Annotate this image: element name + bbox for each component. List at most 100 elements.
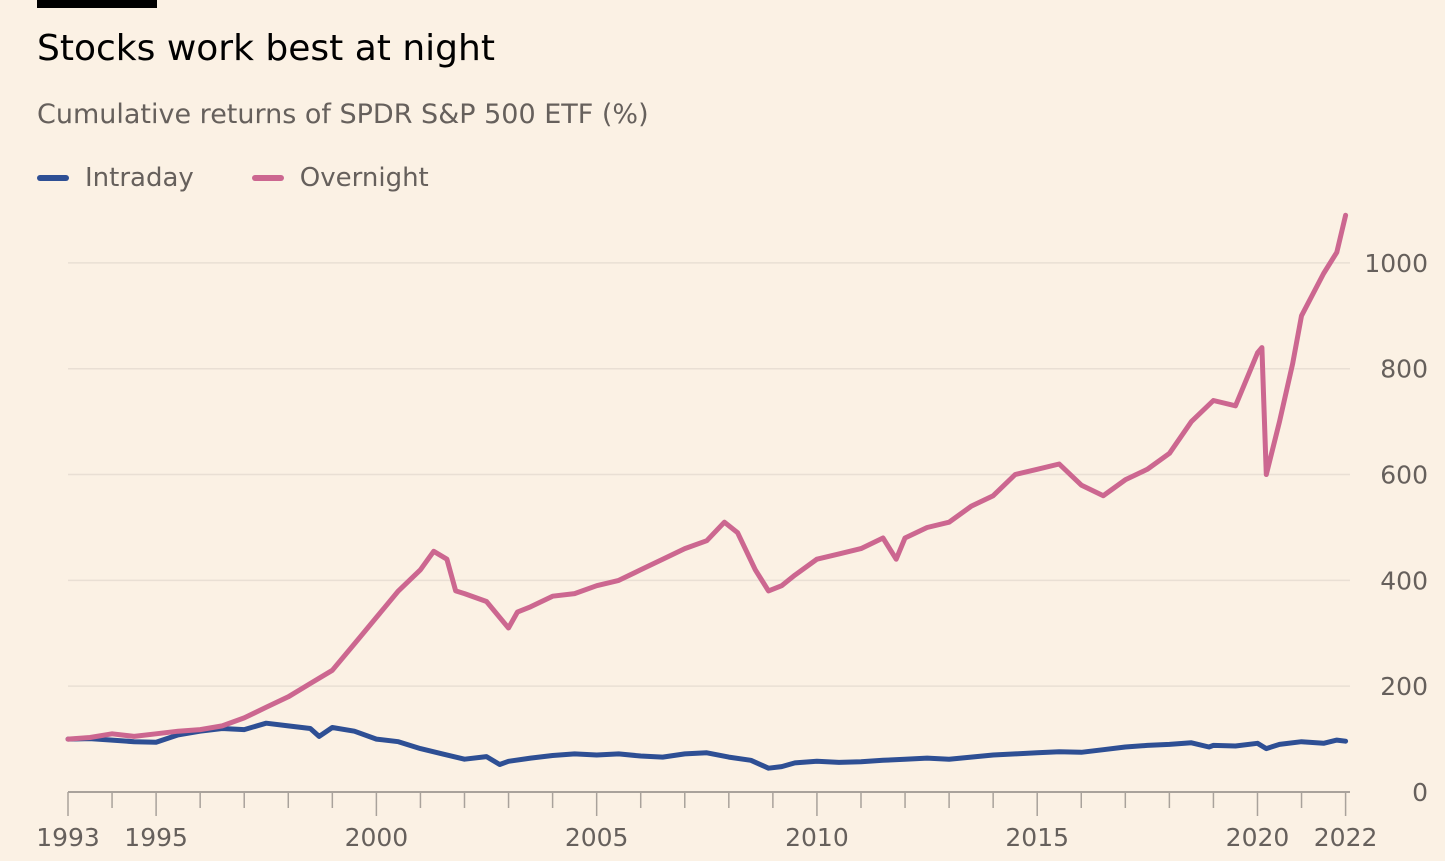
data-point-overnight	[1301, 315, 1302, 316]
y-tick-label: 0	[1412, 778, 1428, 807]
data-point-intraday	[499, 764, 500, 765]
data-point-overnight	[486, 601, 487, 602]
x-tick-label: 1995	[124, 823, 188, 852]
data-point-overnight	[178, 731, 179, 732]
data-point-overnight	[816, 559, 817, 560]
data-point-overnight	[1292, 363, 1293, 364]
data-point-intraday	[1169, 744, 1170, 745]
chart-subtitle: Cumulative returns of SPDR S&P 500 ETF (…	[37, 99, 649, 130]
data-point-intraday	[949, 759, 950, 760]
data-point-overnight	[883, 538, 884, 539]
x-tick-label: 2015	[1005, 823, 1069, 852]
data-point-overnight	[927, 527, 928, 528]
data-point-overnight	[1261, 347, 1262, 348]
data-point-intraday	[768, 768, 769, 769]
y-tick-label: 600	[1380, 461, 1428, 490]
data-point-intraday	[706, 752, 707, 753]
data-point-overnight	[596, 585, 597, 586]
data-point-intraday	[332, 727, 333, 728]
data-point-intraday	[861, 761, 862, 762]
data-point-overnight	[706, 540, 707, 541]
data-point-overnight	[266, 707, 267, 708]
data-point-intraday	[1301, 741, 1302, 742]
data-point-overnight	[1336, 252, 1337, 253]
x-tick-label: 2000	[345, 823, 409, 852]
data-point-intraday	[662, 757, 663, 758]
x-tick-label: 2020	[1226, 823, 1290, 852]
data-point-overnight	[993, 495, 994, 496]
series-lines	[65, 212, 1349, 771]
data-point-intraday	[640, 756, 641, 757]
chart-title: Stocks work best at night	[37, 28, 495, 69]
data-point-intraday	[1323, 743, 1324, 744]
data-point-intraday	[134, 741, 135, 742]
data-point-overnight	[1081, 485, 1082, 486]
data-point-intraday	[1257, 743, 1258, 744]
data-point-overnight	[552, 596, 553, 597]
data-point-overnight	[1015, 474, 1016, 475]
x-tick-label: 2005	[565, 823, 629, 852]
data-point-overnight	[1266, 474, 1267, 475]
y-tick-label: 1000	[1364, 249, 1428, 278]
data-point-intraday	[574, 753, 575, 754]
data-point-overnight	[684, 548, 685, 549]
data-point-overnight	[464, 593, 465, 594]
legend-swatch-intraday	[37, 175, 69, 181]
data-point-overnight	[896, 559, 897, 560]
data-point-intraday	[552, 755, 553, 756]
data-point-overnight	[768, 590, 769, 591]
data-point-intraday	[266, 723, 267, 724]
series-line-overnight	[65, 212, 1349, 742]
data-point-overnight	[1213, 400, 1214, 401]
legend-item-overnight: Overnight	[251, 163, 429, 193]
data-point-intraday	[781, 766, 782, 767]
data-point-intraday	[288, 725, 289, 726]
legend-swatch-overnight	[251, 175, 284, 181]
legend-item-intraday: Intraday	[37, 163, 194, 193]
data-point-overnight	[398, 590, 399, 591]
data-point-intraday	[927, 758, 928, 759]
x-axis: 1993 1995 2000 2005 2010 2015 2020 2022	[36, 791, 1378, 852]
y-tick-label: 400	[1380, 566, 1428, 595]
data-point-overnight	[288, 696, 289, 697]
data-point-overnight	[1191, 421, 1192, 422]
data-point-overnight	[1323, 273, 1324, 274]
data-point-intraday	[156, 742, 157, 743]
data-point-overnight	[574, 593, 575, 594]
data-point-overnight	[1037, 469, 1038, 470]
data-point-overnight	[156, 733, 157, 734]
data-point-intraday	[1191, 742, 1192, 743]
data-point-overnight	[905, 538, 906, 539]
data-point-overnight	[508, 628, 509, 629]
data-point-intraday	[816, 761, 817, 762]
data-point-intraday	[1336, 740, 1337, 741]
data-point-intraday	[1147, 745, 1148, 746]
data-point-overnight	[1125, 479, 1126, 480]
data-point-overnight	[376, 617, 377, 618]
data-point-intraday	[971, 757, 972, 758]
legend: Intraday Overnight	[37, 160, 487, 196]
data-point-overnight	[1345, 215, 1346, 216]
data-point-intraday	[319, 736, 320, 737]
data-point-overnight	[724, 522, 725, 523]
data-point-overnight	[244, 717, 245, 718]
data-point-intraday	[354, 731, 355, 732]
data-point-intraday	[376, 739, 377, 740]
data-point-intraday	[794, 762, 795, 763]
data-point-overnight	[618, 580, 619, 581]
data-point-overnight	[517, 612, 518, 613]
data-point-intraday	[420, 748, 421, 749]
data-point-intraday	[1213, 745, 1214, 746]
data-point-intraday	[310, 728, 311, 729]
data-point-overnight	[455, 590, 456, 591]
data-point-overnight	[530, 606, 531, 607]
data-point-intraday	[508, 761, 509, 762]
data-point-overnight	[794, 575, 795, 576]
data-point-overnight	[1235, 405, 1236, 406]
x-tick-label: 2022	[1314, 823, 1378, 852]
data-point-intraday	[464, 759, 465, 760]
data-point-overnight	[640, 569, 641, 570]
data-point-intraday	[1235, 746, 1236, 747]
data-point-overnight	[433, 551, 434, 552]
